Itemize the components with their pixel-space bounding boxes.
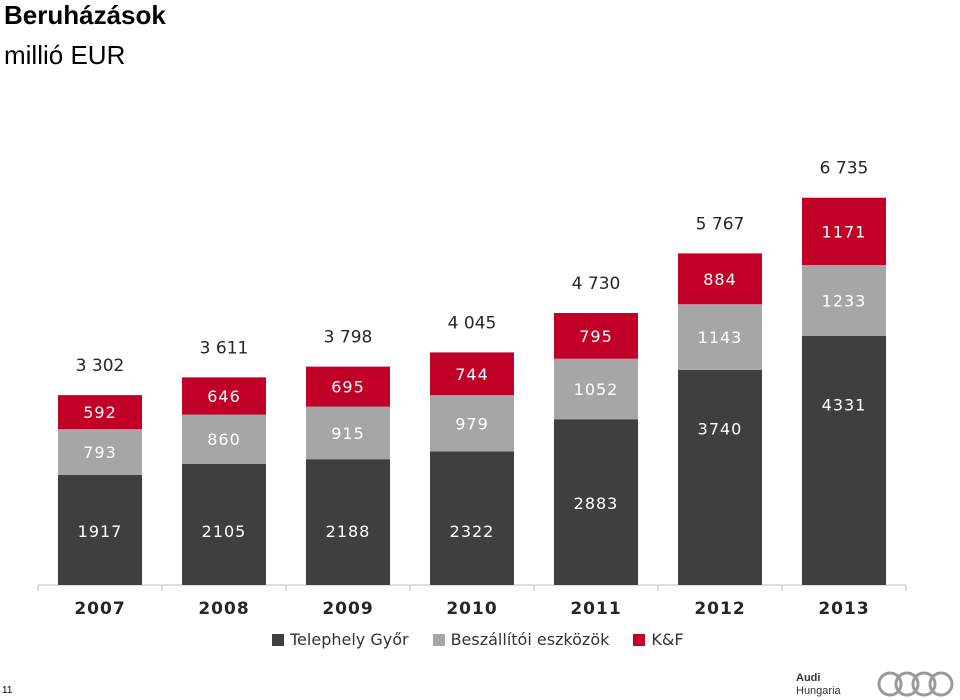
data-label-telephely-2013: 4331 xyxy=(822,396,867,415)
x-tick-label-2007: 2007 xyxy=(74,599,125,619)
brand-text: Audi Hungaria xyxy=(796,672,841,698)
total-label-2013: 6 735 xyxy=(820,159,869,179)
legend: Telephely Győr Beszállítói eszközök K&F xyxy=(272,630,708,649)
legend-item-beszallitoi: Beszállítói eszközök xyxy=(432,630,610,649)
data-label-telephely-2008: 2105 xyxy=(202,522,247,541)
bar-segment-beszallitoi-2011 xyxy=(554,358,638,420)
bar-segment-kf-2013 xyxy=(802,197,886,266)
data-label-telephely-2010: 2322 xyxy=(450,522,495,541)
data-label-beszallitoi-2010: 979 xyxy=(455,414,489,433)
bar-segment-telephely-2008 xyxy=(182,463,266,585)
data-label-telephely-2009: 2188 xyxy=(326,522,371,541)
bar-segment-beszallitoi-2008 xyxy=(182,414,266,464)
bar-segment-telephely-2011 xyxy=(554,419,638,585)
data-label-kf-2009: 695 xyxy=(331,378,365,397)
total-label-2010: 4 045 xyxy=(448,313,497,333)
brand-line-audi: Audi xyxy=(796,672,821,684)
bar-segment-beszallitoi-2010 xyxy=(430,395,514,452)
data-label-telephely-2011: 2883 xyxy=(574,494,619,513)
chart-subtitle: millió EUR xyxy=(4,40,126,70)
page-number: 11 xyxy=(2,685,13,696)
chart-title: Beruházások xyxy=(4,0,166,30)
bar-segment-beszallitoi-2009 xyxy=(306,406,390,460)
legend-swatch-telephely xyxy=(272,633,284,646)
legend-swatch-beszallitoi xyxy=(432,633,445,646)
bar-segment-telephely-2010 xyxy=(430,451,514,585)
data-label-telephely-2012: 3740 xyxy=(698,419,743,438)
bar-segment-kf-2009 xyxy=(306,366,390,407)
data-label-kf-2011: 795 xyxy=(579,327,613,346)
data-label-beszallitoi-2012: 1143 xyxy=(698,328,743,347)
x-tick-label-2010: 2010 xyxy=(446,599,497,619)
bar-segment-kf-2010 xyxy=(430,352,514,396)
data-label-kf-2010: 744 xyxy=(455,365,489,384)
total-label-2012: 5 767 xyxy=(696,214,745,234)
bar-segment-telephely-2007 xyxy=(58,474,142,585)
bar-segment-kf-2011 xyxy=(554,313,638,359)
data-label-kf-2012: 884 xyxy=(703,270,737,289)
legend-swatch-kf xyxy=(633,633,646,646)
bar-segment-kf-2008 xyxy=(182,377,266,415)
bar-segment-kf-2007 xyxy=(58,395,142,430)
legend-label-kf: K&F xyxy=(651,630,684,649)
bar-segment-kf-2012 xyxy=(678,253,762,305)
data-label-beszallitoi-2007: 793 xyxy=(83,443,117,462)
bar-segment-telephely-2012 xyxy=(678,369,762,585)
x-tick-label-2009: 2009 xyxy=(322,599,373,619)
x-tick-label-2013: 2013 xyxy=(818,599,869,619)
x-tick-label-2008: 2008 xyxy=(198,599,249,619)
bar-segment-beszallitoi-2012 xyxy=(678,304,762,370)
x-tick-label-2012: 2012 xyxy=(694,599,745,619)
legend-item-telephely: Telephely Győr xyxy=(272,630,409,649)
bar-segment-beszallitoi-2013 xyxy=(802,265,886,336)
bar-segment-telephely-2009 xyxy=(306,459,390,585)
legend-label-telephely: Telephely Győr xyxy=(290,630,409,649)
data-label-beszallitoi-2009: 915 xyxy=(331,424,365,443)
data-label-kf-2007: 592 xyxy=(83,403,117,422)
legend-label-beszallitoi: Beszállítói eszközök xyxy=(450,630,610,649)
audi-rings-icon xyxy=(877,671,954,697)
data-label-beszallitoi-2008: 860 xyxy=(207,430,241,449)
bar-segment-telephely-2013 xyxy=(802,335,886,585)
data-label-kf-2013: 1171 xyxy=(822,222,867,241)
data-label-beszallitoi-2011: 1052 xyxy=(574,380,619,399)
stacked-bar-chart: 1917 793 592 3 302 2007 2105 860 646 3 611 2008 21… xyxy=(37,159,907,619)
total-label-2007: 3 302 xyxy=(76,356,125,376)
x-tick-label-2011: 2011 xyxy=(570,599,621,619)
total-label-2011: 4 730 xyxy=(572,274,621,294)
legend-item-kf: K&F xyxy=(633,630,684,649)
brand-line-hungaria: Hungaria xyxy=(796,685,841,697)
data-label-beszallitoi-2013: 1233 xyxy=(822,292,867,311)
data-label-telephely-2007: 1917 xyxy=(78,522,123,541)
bar-segment-beszallitoi-2007 xyxy=(58,429,142,475)
data-label-kf-2008: 646 xyxy=(207,387,241,406)
total-label-2009: 3 798 xyxy=(324,328,373,348)
total-label-2008: 3 611 xyxy=(200,338,249,358)
